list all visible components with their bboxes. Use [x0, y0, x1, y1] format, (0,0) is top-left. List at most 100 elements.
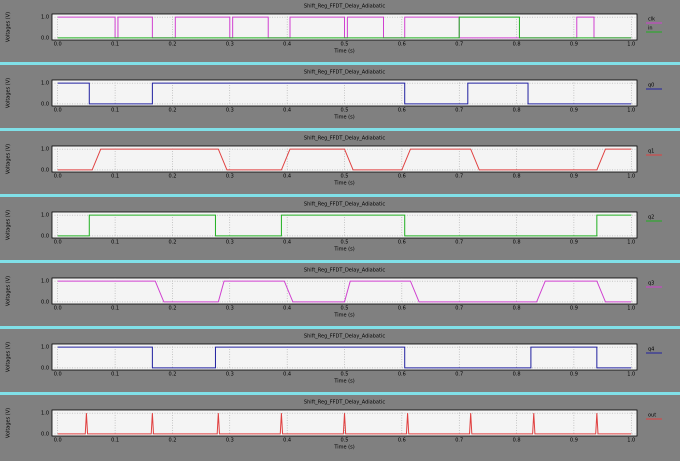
panel-separator: [0, 128, 680, 131]
y-axis-label: Voltages (V): [6, 210, 12, 240]
x-tick-label: 0.5: [341, 42, 349, 48]
x-axis-label: Time (s): [333, 313, 354, 319]
x-tick-label: 0.9: [570, 240, 578, 246]
x-tick-label: 0.0: [54, 372, 62, 378]
x-tick-label: 0.4: [283, 108, 291, 114]
x-tick-label: 0.0: [54, 42, 62, 48]
y-tick-label: 1.0: [41, 279, 49, 285]
x-tick-label: 0.5: [341, 306, 349, 312]
y-axis-label: Voltages (V): [6, 12, 12, 42]
x-tick-label: 1.0: [627, 438, 635, 444]
legend-label: q3: [648, 281, 654, 287]
x-tick-label: 0.6: [398, 240, 406, 246]
x-tick-label: 0.1: [111, 306, 119, 312]
x-tick-label: 0.2: [168, 174, 176, 180]
legend-label: in: [648, 26, 653, 32]
x-tick-label: 0.2: [168, 108, 176, 114]
x-tick-label: 0.6: [398, 306, 406, 312]
x-tick-label: 0.7: [455, 174, 463, 180]
x-tick-label: 0.7: [455, 42, 463, 48]
x-tick-label: 0.0: [54, 306, 62, 312]
x-tick-label: 0.6: [398, 108, 406, 114]
x-tick-label: 1.0: [627, 372, 635, 378]
y-tick-label: 0.0: [41, 167, 49, 173]
chart-title: Shift_Reg_FFDT_Delay_Adiabatic: [304, 400, 385, 406]
y-tick-label: 0.0: [41, 233, 49, 239]
x-tick-label: 0.2: [168, 372, 176, 378]
waveform: [57, 346, 632, 369]
y-tick-label: 1.0: [41, 147, 49, 153]
x-tick-label: 0.1: [111, 174, 119, 180]
panel-separator: [0, 62, 680, 65]
x-tick-label: 0.3: [226, 108, 234, 114]
x-tick-label: 0.6: [398, 438, 406, 444]
legend-label: q2: [648, 215, 654, 221]
y-tick-label: 1.0: [41, 411, 49, 417]
x-tick-label: 0.3: [226, 240, 234, 246]
y-axis-label: Voltages (V): [6, 144, 12, 174]
waveform: [57, 214, 632, 237]
y-axis-label: Voltages (V): [6, 276, 12, 306]
x-tick-label: 0.8: [513, 108, 521, 114]
x-tick-label: 0.2: [168, 42, 176, 48]
x-tick-label: 0.4: [283, 438, 291, 444]
x-tick-label: 0.8: [513, 438, 521, 444]
x-tick-label: 0.1: [111, 240, 119, 246]
waveform: [57, 413, 632, 435]
legend-label: clk: [648, 17, 655, 23]
x-tick-label: 0.0: [54, 438, 62, 444]
x-tick-label: 0.3: [226, 174, 234, 180]
x-tick-label: 0.9: [570, 108, 578, 114]
x-tick-label: 0.4: [283, 42, 291, 48]
x-tick-label: 0.0: [54, 108, 62, 114]
y-tick-label: 1.0: [41, 213, 49, 219]
x-tick-label: 1.0: [627, 42, 635, 48]
y-tick-label: 1.0: [41, 345, 49, 351]
x-tick-label: 0.2: [168, 438, 176, 444]
x-axis-label: Time (s): [333, 49, 354, 55]
x-tick-label: 0.7: [455, 372, 463, 378]
x-tick-label: 0.2: [168, 306, 176, 312]
chart-title: Shift_Reg_FFDT_Delay_Adiabatic: [304, 136, 385, 142]
panel-separator: [0, 326, 680, 329]
x-tick-label: 0.7: [455, 108, 463, 114]
x-tick-label: 0.8: [513, 174, 521, 180]
x-tick-label: 0.7: [455, 438, 463, 444]
y-axis-label: Voltages (V): [6, 78, 12, 108]
x-tick-label: 0.8: [513, 240, 521, 246]
x-tick-label: 0.0: [54, 240, 62, 246]
y-axis-label: Voltages (V): [6, 408, 12, 438]
chart-title: Shift_Reg_FFDT_Delay_Adiabatic: [304, 202, 385, 208]
x-tick-label: 0.9: [570, 438, 578, 444]
waveform: [57, 280, 632, 303]
x-tick-label: 1.0: [627, 306, 635, 312]
x-tick-label: 0.6: [398, 174, 406, 180]
x-tick-label: 0.7: [455, 240, 463, 246]
x-tick-label: 0.9: [570, 306, 578, 312]
x-tick-label: 0.9: [570, 42, 578, 48]
panel-separator: [0, 392, 680, 395]
y-tick-label: 0.0: [41, 299, 49, 305]
legend-label: q0: [648, 83, 654, 89]
x-axis-label: Time (s): [333, 181, 354, 187]
x-axis-label: Time (s): [333, 115, 354, 121]
x-tick-label: 1.0: [627, 108, 635, 114]
x-tick-label: 0.8: [513, 42, 521, 48]
x-tick-label: 0.7: [455, 306, 463, 312]
x-tick-label: 0.1: [111, 438, 119, 444]
x-tick-label: 0.5: [341, 372, 349, 378]
x-axis-label: Time (s): [333, 247, 354, 253]
chart-title: Shift_Reg_FFDT_Delay_Adiabatic: [304, 70, 385, 76]
x-tick-label: 0.4: [283, 174, 291, 180]
chart-title: Shift_Reg_FFDT_Delay_Adiabatic: [304, 4, 385, 10]
x-tick-label: 0.5: [341, 174, 349, 180]
legend-label: q4: [648, 347, 654, 353]
x-tick-label: 0.0: [54, 174, 62, 180]
x-tick-label: 0.9: [570, 174, 578, 180]
x-tick-label: 1.0: [627, 174, 635, 180]
x-tick-label: 0.1: [111, 108, 119, 114]
x-tick-label: 0.5: [341, 438, 349, 444]
x-tick-label: 0.5: [341, 108, 349, 114]
legend-label: out: [648, 413, 656, 419]
